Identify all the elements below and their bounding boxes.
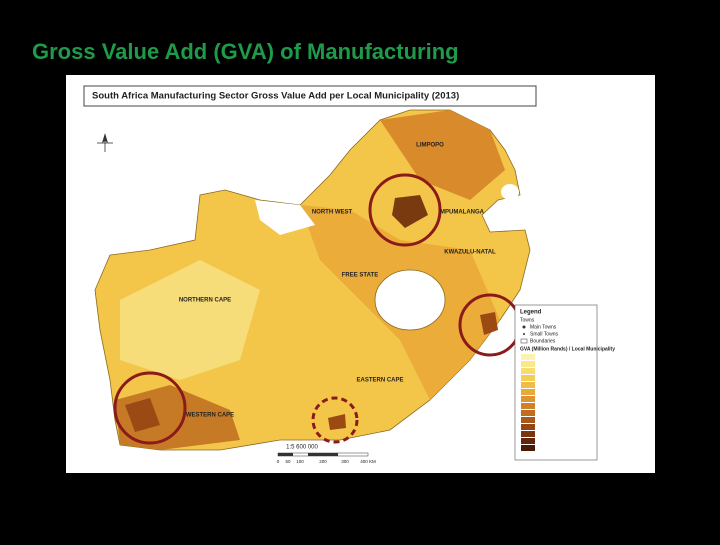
- legend-ramp: [521, 354, 535, 451]
- region-label: LIMPOPO: [416, 143, 444, 149]
- hotspot: [328, 414, 346, 430]
- scale-tick: 400 KM: [360, 459, 376, 464]
- scale-bar: [277, 452, 369, 457]
- hotspot: [125, 398, 160, 432]
- region-label: MPUMALANGA: [440, 210, 485, 216]
- highlight-circle: [311, 396, 359, 444]
- eswatini: [501, 184, 519, 200]
- legend-title: Legend: [520, 310, 542, 316]
- legend-symbol: [522, 325, 526, 329]
- scale-tick: 300: [341, 459, 349, 464]
- region-shade: [380, 110, 505, 200]
- scale-tick: 0: [277, 459, 280, 464]
- legend-symbol: [520, 338, 528, 344]
- map-title-box: [83, 85, 537, 107]
- north-arrow: [97, 133, 113, 152]
- hotspot: [392, 195, 428, 228]
- scale-tick: 50: [285, 459, 291, 464]
- region-label: EASTERN CAPE: [356, 378, 403, 384]
- highlight-circle: [113, 371, 187, 445]
- scale-tick: 200: [319, 459, 327, 464]
- region-label: NORTH WEST: [312, 210, 353, 216]
- legend-symbol: [523, 333, 525, 335]
- highlight-circle: [368, 173, 442, 247]
- region-label: KWAZULU-NATAL: [444, 250, 496, 256]
- region-label: FREE STATE: [342, 273, 378, 279]
- scale-ratio: 1:5 600 000: [286, 445, 318, 451]
- scale-tick: 100: [296, 459, 304, 464]
- legend-item: Towns: [520, 317, 535, 323]
- map-title: South Africa Manufacturing Sector Gross …: [92, 91, 459, 102]
- legend-item: Small Towns: [530, 331, 558, 337]
- blank-area: [255, 200, 315, 235]
- hotspot: [480, 312, 498, 335]
- region-shade: [120, 260, 260, 380]
- lesotho: [374, 269, 446, 331]
- region-label: WESTERN CAPE: [186, 413, 234, 419]
- legend-item: GVA (Million Rands) / Local Municipality: [520, 346, 615, 352]
- region-label: NORTHERN CAPE: [179, 298, 231, 304]
- legend-item: Boundaries: [530, 338, 556, 344]
- slide-title: Gross Value Add (GVA) of Manufacturing: [32, 39, 459, 64]
- legend-item: Main Towns: [530, 324, 557, 330]
